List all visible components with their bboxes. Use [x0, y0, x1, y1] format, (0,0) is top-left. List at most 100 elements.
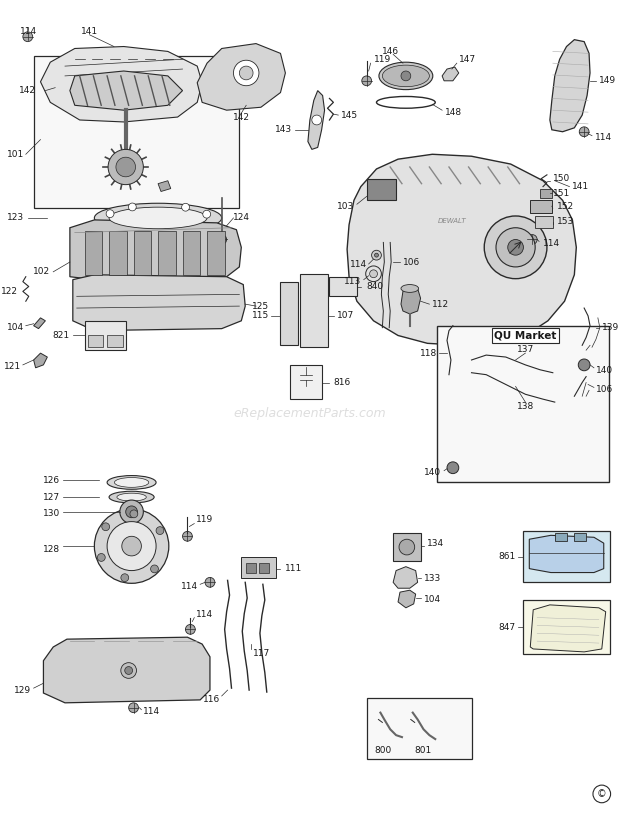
Circle shape [126, 506, 138, 518]
Text: 146: 146 [382, 47, 399, 56]
Text: 115: 115 [252, 312, 268, 321]
Text: QU Market: QU Market [494, 330, 557, 340]
Circle shape [91, 83, 107, 98]
Bar [109, 230, 126, 275]
Text: 138: 138 [516, 401, 534, 410]
Polygon shape [33, 317, 45, 329]
Circle shape [146, 81, 160, 95]
Bar [300, 274, 327, 348]
Circle shape [508, 239, 523, 255]
Circle shape [121, 574, 129, 582]
Ellipse shape [115, 478, 149, 488]
Text: 101: 101 [7, 150, 24, 159]
Circle shape [578, 359, 590, 370]
Circle shape [579, 127, 589, 137]
Circle shape [203, 210, 211, 218]
Circle shape [108, 150, 143, 185]
Circle shape [528, 234, 537, 244]
Polygon shape [530, 605, 606, 652]
Bar [366, 698, 472, 759]
Text: 114: 114 [543, 239, 560, 248]
Text: 142: 142 [19, 86, 35, 95]
Text: 106: 106 [403, 257, 420, 266]
Bar [366, 179, 396, 200]
Polygon shape [40, 46, 202, 122]
Circle shape [106, 210, 114, 217]
Polygon shape [550, 40, 590, 132]
Circle shape [370, 270, 378, 278]
Ellipse shape [383, 65, 430, 86]
Text: 143: 143 [275, 125, 292, 134]
Polygon shape [43, 637, 210, 702]
Bar [87, 335, 103, 348]
Circle shape [362, 76, 371, 85]
Circle shape [593, 786, 611, 803]
Text: 106: 106 [596, 385, 613, 394]
Text: 816: 816 [334, 378, 351, 387]
Text: 152: 152 [557, 202, 574, 211]
Circle shape [97, 554, 105, 562]
Text: 145: 145 [341, 111, 358, 120]
Text: 121: 121 [4, 362, 21, 371]
Text: 142: 142 [232, 112, 250, 121]
Text: 112: 112 [432, 300, 450, 309]
Text: 148: 148 [445, 107, 462, 116]
Bar [182, 230, 200, 275]
Ellipse shape [109, 491, 154, 503]
Bar [393, 533, 420, 561]
Polygon shape [442, 67, 459, 81]
Circle shape [312, 115, 322, 125]
Bar [523, 532, 609, 582]
Bar [523, 600, 609, 654]
Text: 107: 107 [337, 312, 355, 321]
Text: 130: 130 [43, 510, 60, 519]
Circle shape [399, 539, 415, 555]
Circle shape [121, 663, 136, 678]
Text: 111: 111 [285, 564, 303, 573]
Text: 126: 126 [43, 476, 60, 485]
Polygon shape [398, 590, 415, 608]
Text: 134: 134 [427, 539, 445, 548]
Text: 821: 821 [53, 331, 70, 340]
Text: 104: 104 [423, 596, 441, 605]
Polygon shape [401, 287, 420, 314]
Circle shape [129, 702, 138, 712]
Text: 114: 114 [20, 28, 37, 37]
Circle shape [102, 523, 110, 531]
Circle shape [496, 228, 535, 267]
Polygon shape [393, 567, 418, 589]
Ellipse shape [401, 285, 418, 292]
Ellipse shape [109, 208, 207, 229]
Circle shape [234, 60, 259, 85]
Text: 133: 133 [423, 574, 441, 583]
Text: 150: 150 [553, 174, 570, 183]
Polygon shape [70, 220, 241, 280]
Text: 140: 140 [424, 468, 441, 477]
Text: 800: 800 [374, 746, 392, 755]
Text: 114: 114 [181, 582, 198, 591]
Text: 127: 127 [43, 492, 60, 501]
Text: 119: 119 [197, 515, 213, 524]
Text: 861: 861 [498, 553, 516, 562]
Text: 128: 128 [43, 545, 60, 554]
Bar [241, 557, 276, 579]
Bar [530, 200, 552, 213]
Circle shape [239, 66, 253, 80]
Text: 147: 147 [459, 55, 476, 63]
Text: 801: 801 [414, 746, 431, 755]
Text: 140: 140 [596, 366, 613, 375]
Text: 141: 141 [572, 182, 590, 191]
Bar [133, 230, 151, 275]
Text: 104: 104 [7, 323, 24, 332]
Bar [535, 216, 553, 228]
Circle shape [182, 532, 192, 541]
Polygon shape [347, 155, 577, 345]
Circle shape [182, 204, 190, 211]
Circle shape [125, 667, 133, 675]
Text: 840: 840 [366, 282, 384, 291]
Circle shape [116, 157, 136, 177]
Text: 141: 141 [81, 28, 98, 37]
Bar [437, 326, 609, 483]
Polygon shape [70, 71, 182, 110]
Bar [158, 230, 175, 275]
